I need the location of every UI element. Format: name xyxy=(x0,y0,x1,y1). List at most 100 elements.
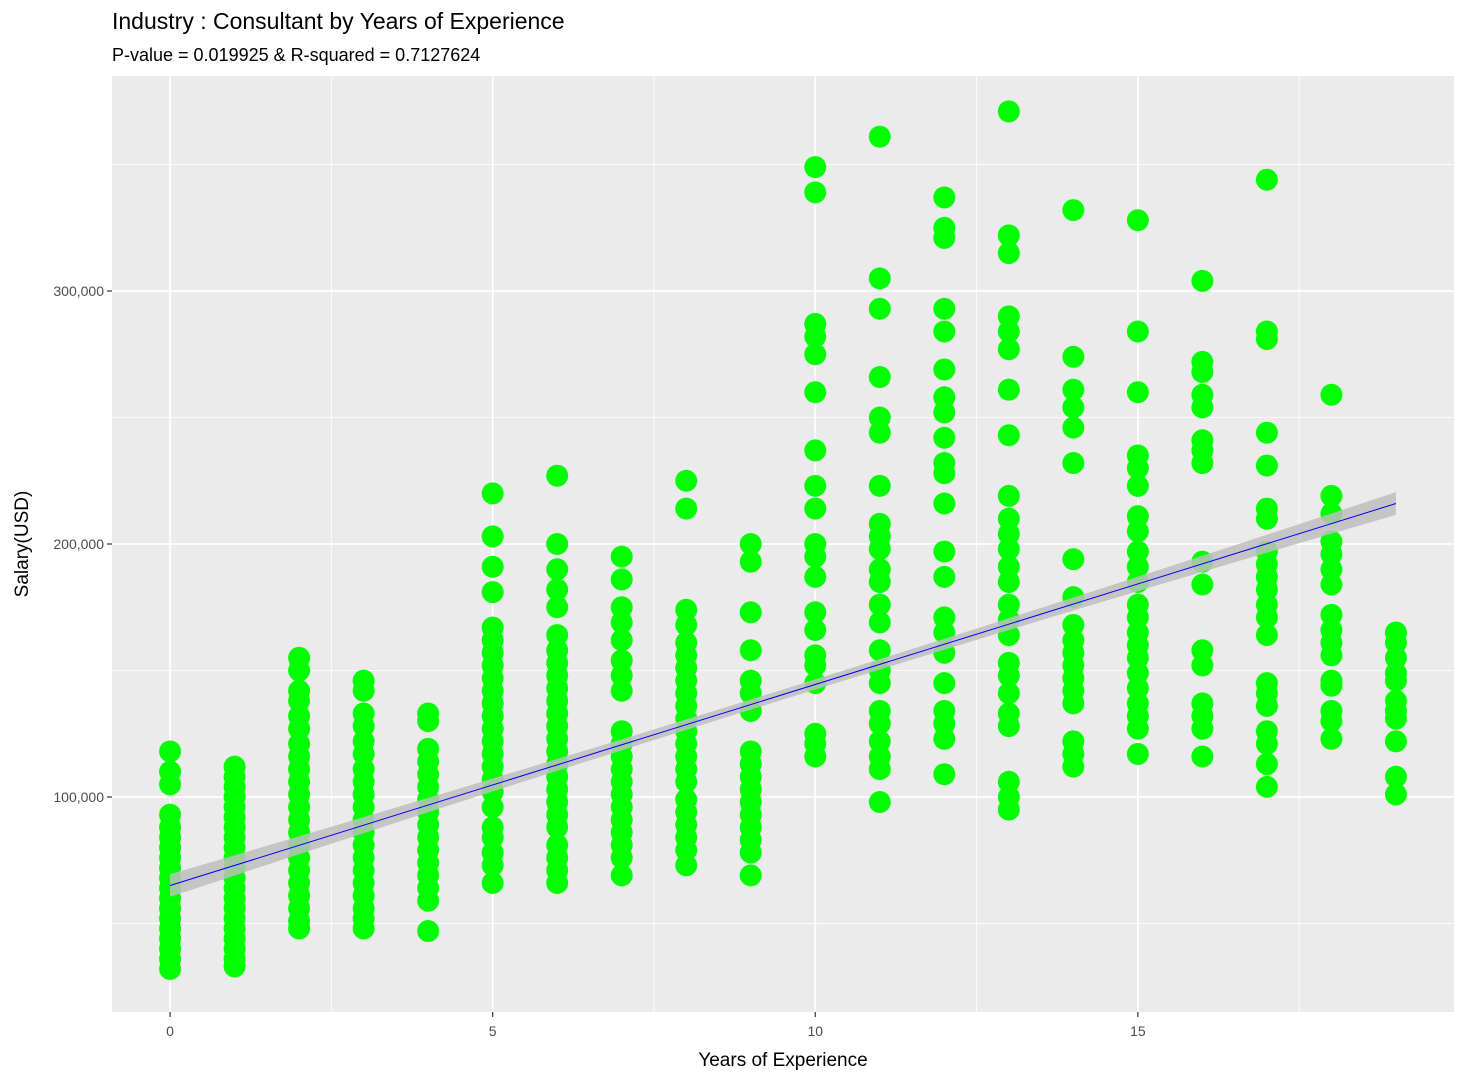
data-point xyxy=(804,381,827,404)
data-point xyxy=(1255,421,1278,444)
data-point xyxy=(675,469,698,492)
data-point xyxy=(868,712,891,735)
data-point xyxy=(1384,783,1407,806)
data-point xyxy=(997,555,1020,578)
data-point xyxy=(933,672,956,695)
data-point xyxy=(933,712,956,735)
data-point xyxy=(997,664,1020,687)
data-point xyxy=(804,565,827,588)
data-point xyxy=(1126,474,1149,497)
data-point xyxy=(223,955,246,978)
data-point xyxy=(933,492,956,515)
data-point xyxy=(868,730,891,753)
data-point xyxy=(288,689,311,712)
data-point xyxy=(997,424,1020,447)
data-point xyxy=(610,649,633,672)
data-point xyxy=(1255,624,1278,647)
data-point xyxy=(1191,717,1214,740)
data-point xyxy=(933,426,956,449)
data-point xyxy=(1126,742,1149,765)
data-point xyxy=(1126,540,1149,563)
trend-line xyxy=(169,503,1397,886)
data-point xyxy=(1191,269,1214,292)
data-point xyxy=(868,611,891,634)
data-point xyxy=(997,305,1020,328)
data-point xyxy=(804,474,827,497)
data-point xyxy=(1191,573,1214,596)
data-point xyxy=(1320,543,1343,566)
data-point xyxy=(1126,662,1149,685)
data-point xyxy=(933,358,956,381)
data-point xyxy=(1191,654,1214,677)
data-point xyxy=(1126,381,1149,404)
data-point xyxy=(1126,717,1149,740)
data-point xyxy=(997,484,1020,507)
data-point xyxy=(1191,360,1214,383)
data-point xyxy=(739,864,762,887)
data-point xyxy=(1320,573,1343,596)
data-point xyxy=(804,497,827,520)
chart-subtitle: P-value = 0.019925 & R-squared = 0.71276… xyxy=(112,45,481,65)
data-point xyxy=(1126,677,1149,700)
data-point xyxy=(1320,710,1343,733)
data-point xyxy=(1384,646,1407,669)
data-point xyxy=(868,474,891,497)
data-point xyxy=(288,659,311,682)
data-point xyxy=(1191,396,1214,419)
data-point xyxy=(675,497,698,520)
data-point xyxy=(1062,345,1085,368)
data-point xyxy=(804,156,827,179)
data-point xyxy=(352,715,375,738)
data-point xyxy=(1255,168,1278,191)
data-point xyxy=(1255,578,1278,601)
data-point xyxy=(1126,209,1149,232)
data-point xyxy=(352,742,375,765)
data-point xyxy=(739,639,762,662)
data-point xyxy=(1062,548,1085,571)
data-point xyxy=(933,540,956,563)
data-point xyxy=(610,629,633,652)
data-point xyxy=(1191,452,1214,475)
x-tick-label: 15 xyxy=(1130,1023,1146,1039)
data-point xyxy=(933,565,956,588)
data-point xyxy=(1320,727,1343,750)
x-tick-label: 5 xyxy=(489,1023,497,1039)
data-point xyxy=(804,619,827,642)
data-point xyxy=(997,100,1020,123)
data-point xyxy=(997,593,1020,616)
data-point xyxy=(1062,199,1085,222)
data-point xyxy=(546,624,569,647)
data-point xyxy=(933,226,956,249)
data-point xyxy=(352,917,375,940)
data-point xyxy=(1191,639,1214,662)
data-point xyxy=(1062,416,1085,439)
data-point xyxy=(868,791,891,814)
data-point xyxy=(1384,765,1407,788)
data-point xyxy=(675,598,698,621)
data-point xyxy=(1126,320,1149,343)
data-point xyxy=(1062,396,1085,419)
data-point xyxy=(1126,555,1149,578)
data-point xyxy=(159,957,182,980)
x-axis-title: Years of Experience xyxy=(698,1050,867,1071)
data-point xyxy=(546,596,569,619)
data-point xyxy=(1384,730,1407,753)
data-point xyxy=(997,242,1020,265)
data-point xyxy=(1062,755,1085,778)
data-point xyxy=(1320,558,1343,581)
data-point xyxy=(481,525,504,548)
data-point xyxy=(610,596,633,619)
data-point xyxy=(610,664,633,687)
data-point xyxy=(868,421,891,444)
data-point xyxy=(675,839,698,862)
x-tick-label: 0 xyxy=(166,1023,174,1039)
data-point xyxy=(804,745,827,768)
data-point xyxy=(868,267,891,290)
y-axis-ticks: 100,000 200,000 300,000 xyxy=(53,283,112,805)
data-point xyxy=(481,796,504,819)
data-point xyxy=(1384,707,1407,730)
data-point xyxy=(933,320,956,343)
data-point xyxy=(933,727,956,750)
data-point xyxy=(933,297,956,320)
data-point xyxy=(1126,505,1149,528)
